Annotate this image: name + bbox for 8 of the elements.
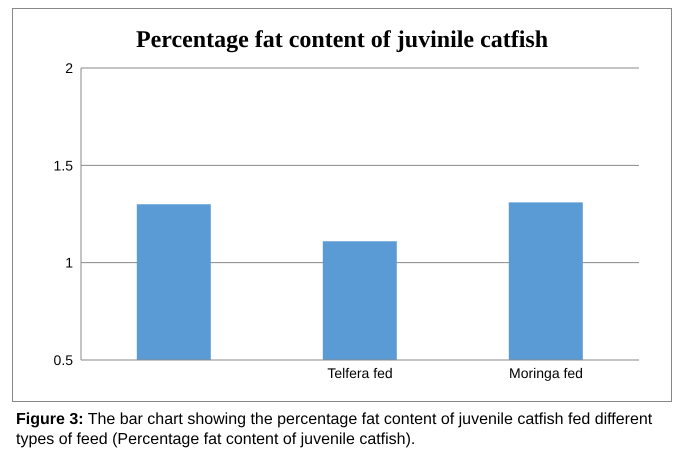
x-tick-label: Moringa fed bbox=[509, 364, 583, 381]
y-tick-label: 1 bbox=[65, 254, 74, 271]
x-tick-label: Telfera fed bbox=[327, 364, 393, 381]
y-tick-label: 1.5 bbox=[54, 157, 74, 174]
y-tick-label: 2 bbox=[65, 60, 74, 76]
y-tick-label: 0.5 bbox=[54, 352, 74, 368]
chart-title: Percentage fat content of juvinile catfish bbox=[134, 27, 550, 54]
caption: Figure 3: The bar chart showing the percentage fat content of juvenile catfish fed different types of feed (Percentage fat content of juvenile catfish). bbox=[16, 410, 654, 450]
